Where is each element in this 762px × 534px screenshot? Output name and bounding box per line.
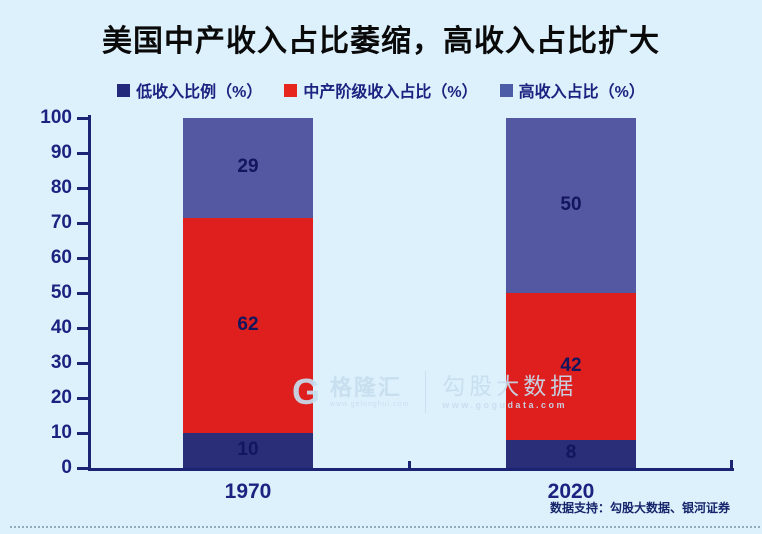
y-axis-tick (77, 362, 88, 365)
bar-segment-value: 29 (237, 156, 259, 178)
x-tick-label: 2020 (547, 480, 595, 503)
legend-swatch-middle-class-icon (284, 83, 298, 97)
chart-title: 美国中产收入占比萎缩，高收入占比扩大 (102, 25, 660, 58)
y-axis-tick (77, 397, 88, 400)
y-tick-label: 100 (40, 107, 72, 128)
legend-label: 低收入比例（%） (136, 84, 263, 101)
x-axis-end-tick (730, 460, 733, 469)
y-tick-label: 40 (50, 317, 72, 338)
bar-segment-2020-0 (506, 440, 636, 468)
legend-label: 高收入占比（%） (518, 84, 645, 101)
bottom-dotted-divider (10, 526, 760, 528)
x-axis-tick (408, 461, 411, 469)
y-tick-label: 60 (50, 247, 72, 268)
legend-label: 中产阶级收入占比（%） (303, 84, 478, 101)
legend-item-high-income: 高收入占比（%） (499, 78, 645, 102)
y-tick-label: 90 (50, 142, 72, 163)
y-tick-label: 80 (50, 177, 72, 198)
legend-swatch-low-income-icon (117, 83, 131, 97)
bar-segment-2020-2 (506, 118, 636, 293)
y-tick-label: 10 (50, 422, 72, 443)
y-tick-label: 50 (50, 282, 72, 303)
y-axis-tick (77, 327, 88, 330)
y-axis-line (88, 115, 91, 471)
bar-segment-1970-0 (183, 433, 313, 468)
y-tick-label: 30 (50, 352, 72, 373)
bar-segment-value: 10 (237, 438, 259, 460)
bar-segment-1970-1 (183, 218, 313, 434)
y-axis-tick (77, 222, 88, 225)
bar-segment-value: 62 (237, 313, 259, 335)
y-axis-tick (77, 117, 88, 120)
y-axis-tick (77, 257, 88, 260)
y-axis-tick (77, 187, 88, 190)
y-axis-tick (77, 432, 88, 435)
bar-segment-value: 8 (565, 442, 577, 463)
bar-segment-value: 50 (560, 193, 582, 215)
legend-item-low-income: 低收入比例（%） (117, 78, 262, 102)
legend-swatch-high-income-icon (499, 83, 513, 97)
data-source-note: 数据支持：勾股大数据、银河证券 (549, 501, 730, 515)
bar-segment-1970-2 (183, 118, 313, 219)
y-axis-tick (77, 152, 88, 155)
y-tick-label: 0 (61, 457, 72, 478)
y-axis-tick (77, 467, 88, 470)
bar-segment-2020-1 (506, 293, 636, 440)
chart-legend: 低收入比例（%） 中产阶级收入占比（%） 高收入占比（%） (0, 78, 762, 102)
legend-item-middle-class: 中产阶级收入占比（%） (284, 78, 478, 102)
bar-segment-value: 42 (560, 354, 582, 376)
y-tick-label: 20 (50, 387, 72, 408)
x-axis-line (88, 468, 734, 471)
x-tick-label: 1970 (224, 480, 272, 503)
y-axis-tick (77, 292, 88, 295)
y-tick-label: 70 (50, 212, 72, 233)
